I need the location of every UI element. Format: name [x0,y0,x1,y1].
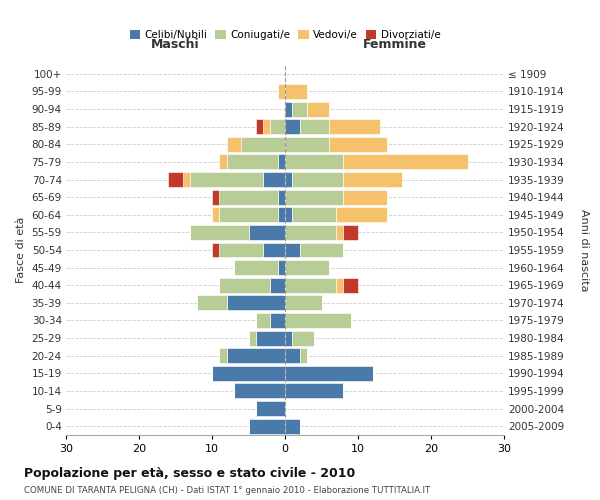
Bar [227,137,241,152]
Bar [227,348,285,363]
Text: COMUNE DI TARANTA PELIGNA (CH) - Dati ISTAT 1° gennaio 2010 - Elaborazione TUTTI: COMUNE DI TARANTA PELIGNA (CH) - Dati IS… [24,486,430,495]
Bar [336,225,343,240]
Bar [256,401,285,416]
Bar [285,225,336,240]
Bar [234,260,278,275]
Bar [285,190,343,204]
Bar [271,278,285,292]
Bar [220,348,227,363]
Bar [248,418,285,434]
Bar [285,137,329,152]
Bar [278,84,285,99]
Bar [220,154,227,170]
Bar [227,154,278,170]
Bar [263,242,285,258]
Text: Femmine: Femmine [362,38,427,51]
Bar [343,172,402,187]
Bar [234,384,285,398]
Bar [299,348,307,363]
Bar [285,172,292,187]
Bar [329,119,380,134]
Bar [285,330,292,345]
Bar [271,313,285,328]
Bar [285,384,343,398]
Text: Popolazione per età, sesso e stato civile - 2010: Popolazione per età, sesso e stato civil… [24,468,355,480]
Bar [285,313,350,328]
Bar [343,225,358,240]
Bar [285,208,292,222]
Bar [263,172,285,187]
Bar [183,172,190,187]
Bar [285,366,373,381]
Bar [292,330,314,345]
Bar [299,242,343,258]
Bar [256,313,271,328]
Bar [343,154,467,170]
Y-axis label: Anni di nascita: Anni di nascita [579,209,589,291]
Bar [292,102,307,116]
Bar [168,172,183,187]
Bar [241,137,285,152]
Bar [197,296,227,310]
Bar [271,119,285,134]
Bar [278,260,285,275]
Bar [278,154,285,170]
Bar [292,208,336,222]
Bar [278,190,285,204]
Bar [285,102,292,116]
Bar [212,208,220,222]
Bar [285,119,299,134]
Bar [285,260,329,275]
Bar [212,190,220,204]
Bar [220,190,278,204]
Bar [285,242,299,258]
Bar [212,366,285,381]
Bar [285,296,322,310]
Bar [248,330,256,345]
Y-axis label: Fasce di età: Fasce di età [16,217,26,283]
Bar [227,296,285,310]
Bar [336,208,387,222]
Bar [256,119,263,134]
Bar [248,225,285,240]
Bar [285,418,299,434]
Bar [220,242,263,258]
Bar [220,208,278,222]
Bar [292,172,343,187]
Bar [336,278,343,292]
Text: Maschi: Maschi [151,38,200,51]
Bar [285,348,299,363]
Bar [285,278,336,292]
Bar [285,84,307,99]
Bar [190,225,248,240]
Bar [220,278,271,292]
Bar [343,278,358,292]
Bar [190,172,263,187]
Bar [212,242,220,258]
Bar [343,190,387,204]
Bar [263,119,271,134]
Bar [299,119,329,134]
Bar [329,137,387,152]
Legend: Celibi/Nubili, Coniugati/e, Vedovi/e, Divorziati/e: Celibi/Nubili, Coniugati/e, Vedovi/e, Di… [125,26,445,44]
Bar [256,330,285,345]
Bar [278,208,285,222]
Bar [307,102,329,116]
Bar [285,154,343,170]
